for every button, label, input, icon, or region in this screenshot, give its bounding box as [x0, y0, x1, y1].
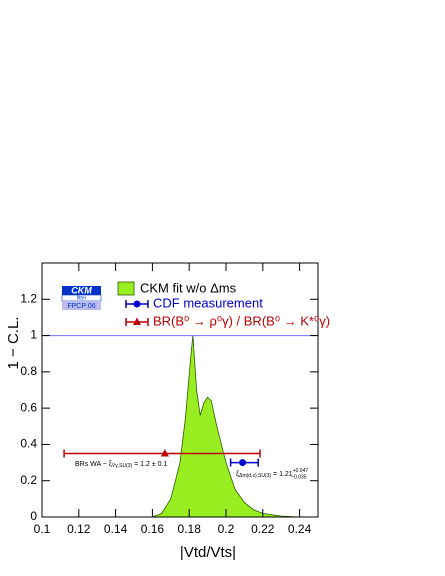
annotation-sub: Vγ,SU(3) — [112, 463, 133, 469]
annotation: ξΔm(d,s),SU(3) = 1.21+0.047 — [236, 468, 308, 479]
x-tick-label: 0.14 — [104, 522, 128, 536]
y-tick-label: 0.6 — [20, 400, 37, 414]
x-tick-label: 0.18 — [178, 522, 202, 536]
y-axis-label: 1 − C.L. — [5, 317, 22, 370]
annotation-text: BRs WA − ξ — [75, 461, 112, 468]
legend-marker — [133, 317, 141, 325]
logo-tag-box — [62, 302, 101, 310]
legend-swatch — [117, 281, 135, 296]
logo-sub-box — [61, 294, 102, 302]
logo-tag: FPCP 06 — [67, 303, 95, 310]
plot-frame — [41, 262, 319, 518]
logo-box — [62, 286, 101, 295]
x-axis-label: |Vtd/Vts| — [180, 544, 236, 561]
x-tick-label: 0.12 — [67, 522, 91, 536]
x-tick-label: 0.24 — [288, 522, 312, 536]
annotation-minus: −0.035 — [291, 474, 307, 480]
legend-label: CDF measurement — [153, 295, 263, 310]
area-line — [152, 335, 300, 518]
point — [160, 449, 169, 457]
y-tick-label: 0.8 — [20, 364, 37, 378]
annotation-rest: = 1.2 ± 0.1 — [132, 461, 167, 468]
point — [239, 459, 247, 467]
annotation: BRs WA − ξVγ,SU(3) = 1.2 ± 0.1 — [75, 461, 167, 469]
annotation-plus: +0.047 — [293, 468, 309, 474]
y-tick-label: 0.4 — [20, 437, 37, 451]
x-tick-label: 0.22 — [251, 522, 275, 536]
area-fill — [152, 335, 300, 517]
x-tick-label: 0.2 — [218, 522, 235, 536]
annotation-text: ξ — [236, 471, 239, 478]
x-tick-label: 0.1 — [34, 522, 51, 536]
legend-marker — [133, 300, 141, 308]
y-tick-label: 0.2 — [20, 473, 37, 487]
y-tick-label: 1 — [30, 328, 37, 342]
logo-subtitle: fitter — [77, 296, 87, 302]
logo-title: CKM — [71, 285, 92, 295]
x-tick-label: 0.16 — [141, 522, 165, 536]
y-tick-label: 0 — [30, 509, 37, 523]
y-tick-label: 1.2 — [20, 291, 37, 305]
annotation-rest: = 1.21 — [271, 471, 293, 478]
annotation-sub: Δm(d,s),SU(3) — [239, 473, 271, 479]
legend-label: CKM fit w/o Δms — [140, 280, 237, 295]
legend-label: BR(B⁰ → ρ⁰γ) / BR(B⁰ → K*⁰γ) — [153, 313, 330, 328]
